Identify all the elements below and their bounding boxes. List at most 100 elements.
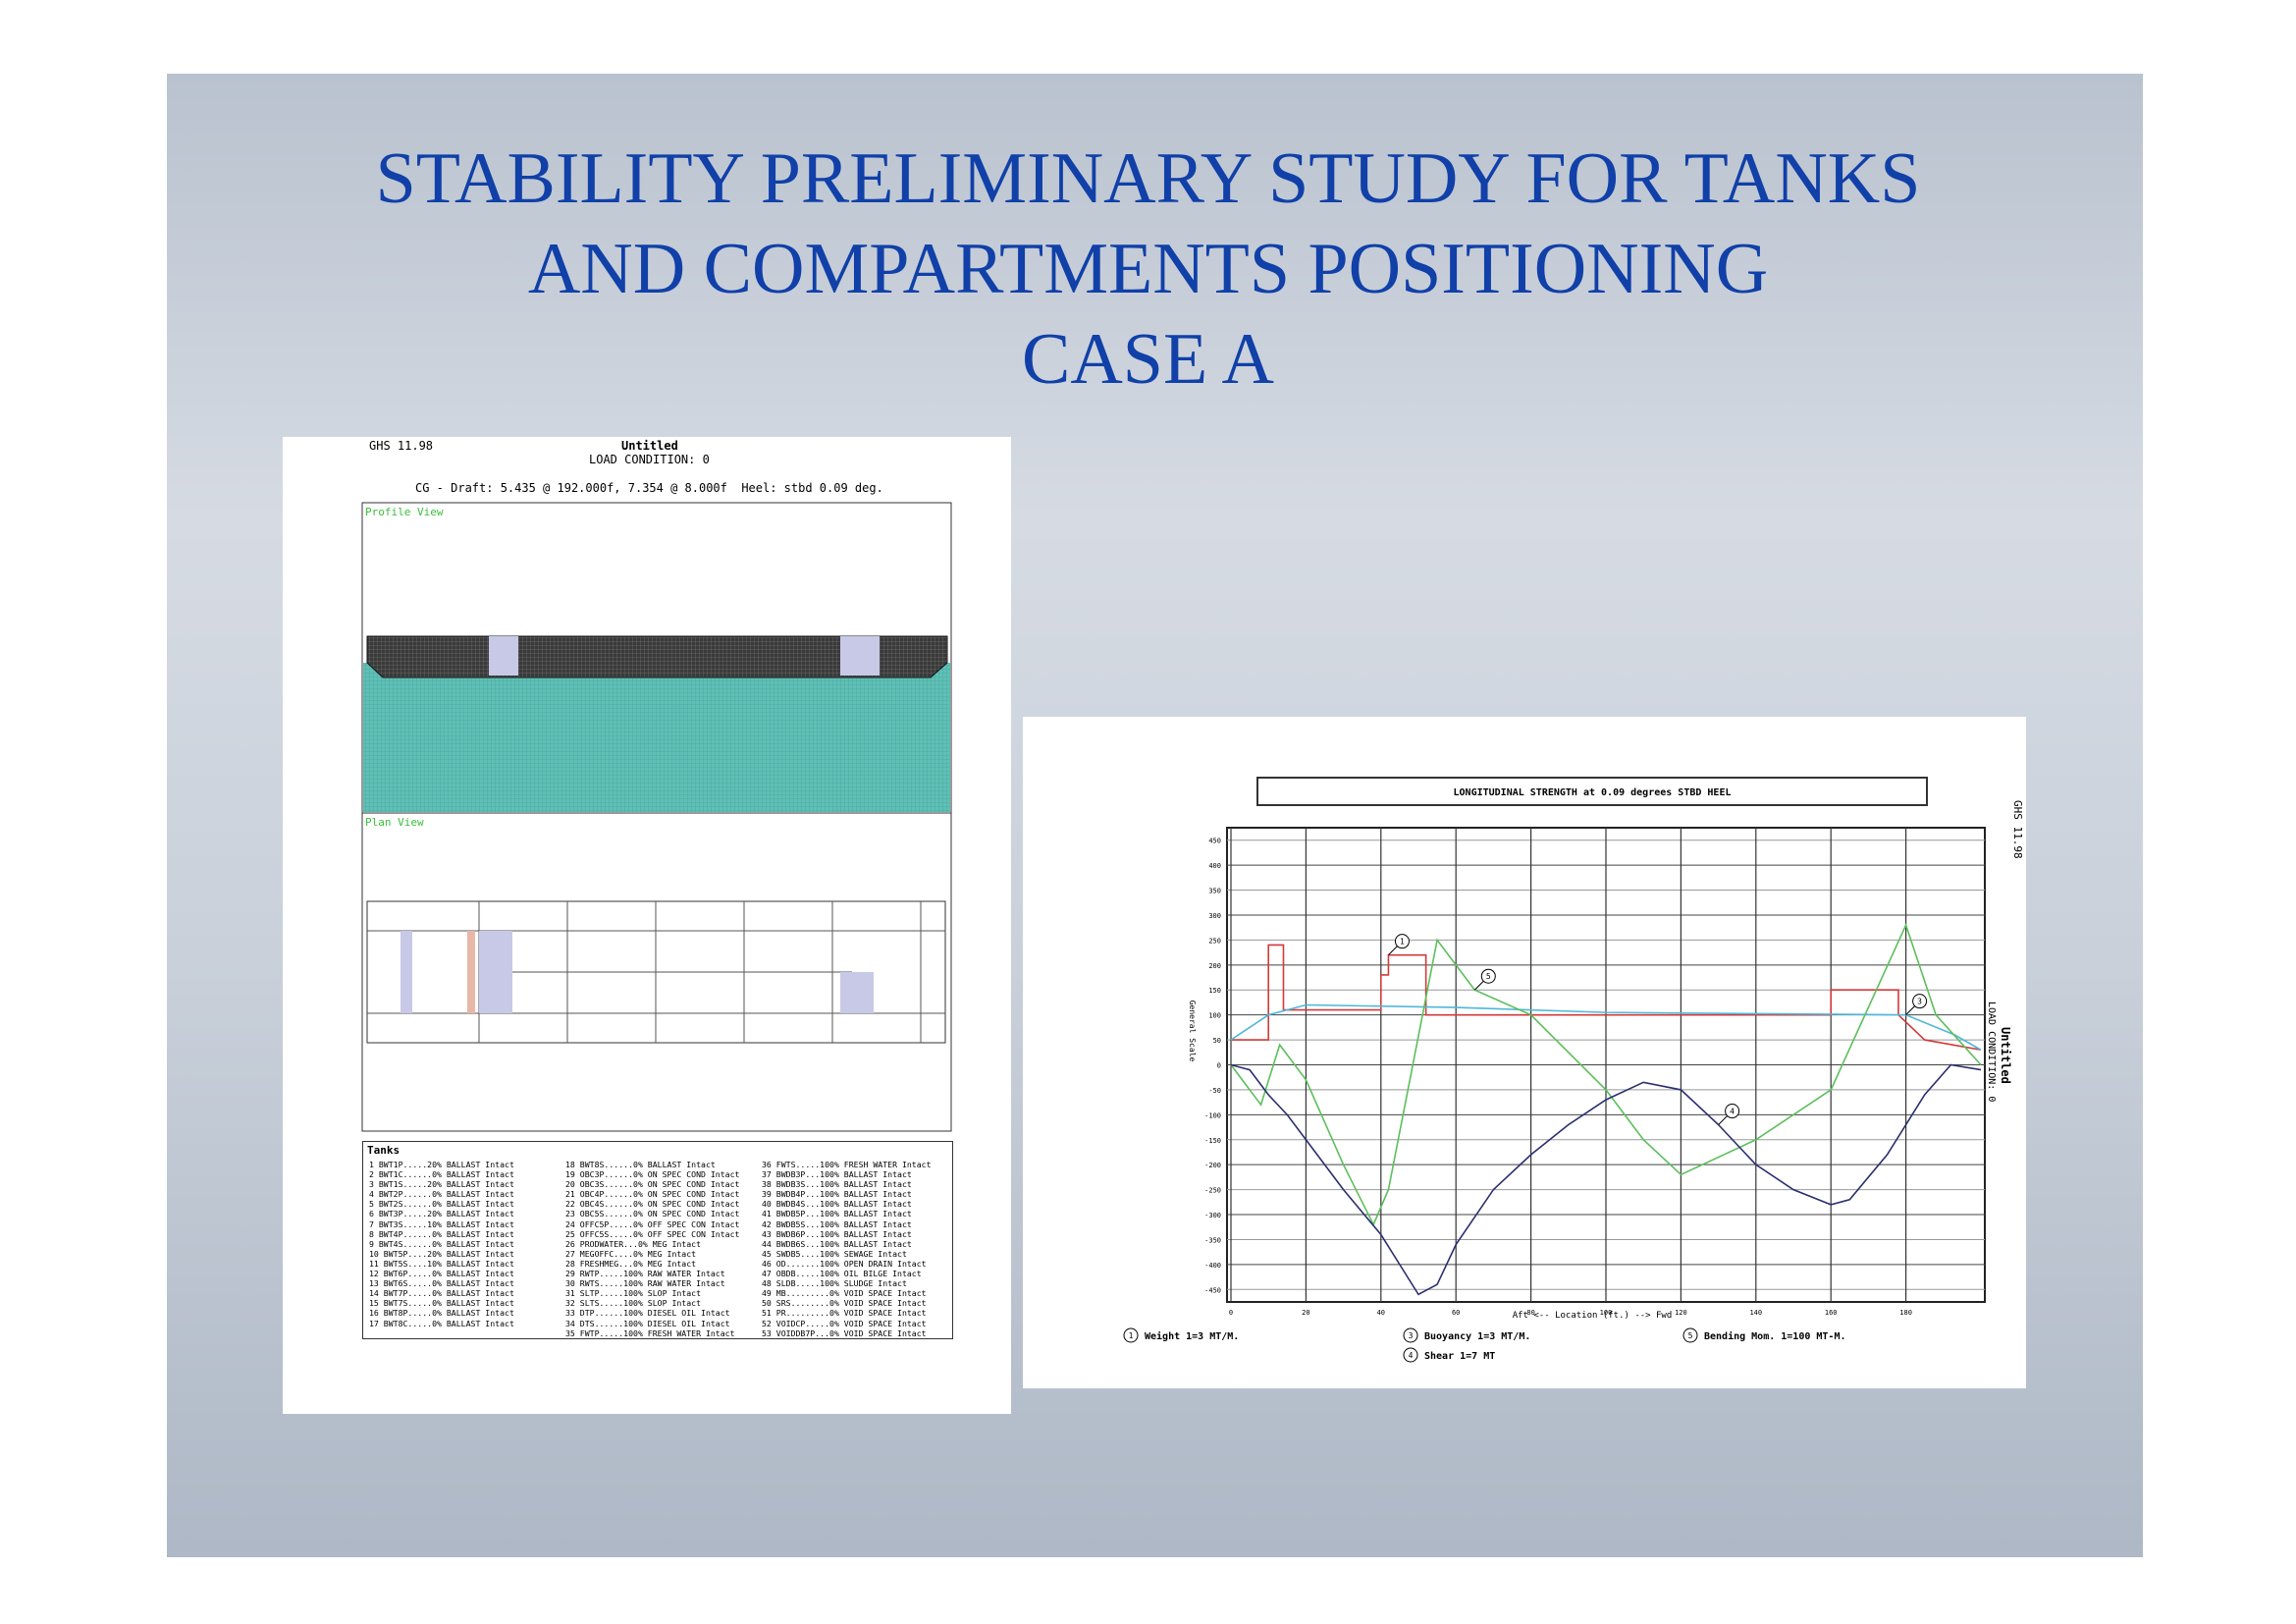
- tank-entry: 41 BWDB5P...100% BALLAST Intact: [762, 1209, 912, 1219]
- tank-entry: 36 FWTS.....100% FRESH WATER Intact: [762, 1160, 932, 1169]
- tank-entry: 25 OFFC5S.....0% OFF SPEC CON Intact: [565, 1228, 740, 1239]
- y-tick-label: -250: [1204, 1187, 1221, 1195]
- y-tick-label: 100: [1208, 1012, 1221, 1020]
- tank-entry: 43 BWDB6P...100% BALLAST Intact: [762, 1228, 912, 1239]
- y-tick-label: 400: [1208, 862, 1221, 870]
- tank-entry: 17 BWT8C.....0% BALLAST Intact: [369, 1318, 514, 1328]
- tank-entry: 28 FRESHMEG...0% MEG Intact: [565, 1258, 697, 1269]
- legend-number: 1: [1129, 1331, 1134, 1340]
- callout-label: 4: [1730, 1108, 1735, 1116]
- x-tick-label: 60: [1452, 1309, 1460, 1317]
- tank-entry: 45 SWDB5....100% SEWAGE Intact: [762, 1248, 907, 1259]
- chart-title-box: [1256, 777, 1928, 806]
- tank-column: 1 BWT1P.....20% BALLAST Intact 2 BWT1C...…: [369, 1160, 514, 1328]
- y-tick-label: 50: [1213, 1037, 1221, 1045]
- tank-entry: 18 BWT8S......0% BALLAST Intact: [565, 1160, 716, 1169]
- tank-entry: 48 SLDB.....100% SLUDGE Intact: [762, 1278, 907, 1289]
- tank-entry: 14 BWT7P.....0% BALLAST Intact: [369, 1288, 514, 1299]
- tank-entry: 49 MB.........0% VOID SPACE Intact: [762, 1288, 927, 1299]
- views: [361, 502, 952, 1132]
- strength-panel: LONGITUDINAL STRENGTH at 0.09 degrees ST…: [1023, 717, 2026, 1388]
- callout-label: 5: [1486, 972, 1491, 981]
- callout-label: 1: [1400, 938, 1405, 947]
- ghs-report-panel: GHS 11.98 Untitled LOAD CONDITION: 0 CG …: [283, 437, 1011, 1414]
- x-tick-label: 100: [1600, 1309, 1613, 1317]
- tank-entry: 2 BWT1C......0% BALLAST Intact: [369, 1169, 514, 1180]
- tank-entry: 24 OFFC5P.....0% OFF SPEC CON Intact: [565, 1218, 740, 1229]
- tank-entry: 21 OBC4P......0% ON SPEC COND Intact: [565, 1189, 740, 1200]
- tank-entry: 23 OBC5S......0% ON SPEC COND Intact: [565, 1209, 740, 1219]
- slide-title: AND COMPARTMENTS POSITIONING: [527, 229, 1769, 309]
- load-condition: LOAD CONDITION: 0: [1986, 1001, 1997, 1102]
- legend-circle: [1682, 1327, 1698, 1343]
- cg-line: CG - Draft: 5.435 @ 192.000f, 7.354 @ 8.…: [415, 481, 883, 495]
- y-tick-label: 450: [1208, 838, 1221, 845]
- legend-circle: [1403, 1327, 1418, 1343]
- legend-number: 5: [1688, 1331, 1693, 1340]
- legend-entry: Bending Mom. 1=100 MT-M.: [1704, 1330, 1846, 1342]
- tank-entry: 40 BWDB4S...100% BALLAST Intact: [762, 1199, 912, 1210]
- tank-column: 36 FWTS.....100% FRESH WATER Intact 37 BW…: [762, 1160, 932, 1338]
- series-line: [1230, 1003, 1982, 1051]
- profile-label: Profile View: [365, 506, 444, 518]
- load-condition: LOAD CONDITION: 0: [589, 453, 710, 466]
- tank-entry: 8 BWT4P......0% BALLAST Intact: [369, 1228, 514, 1239]
- y-tick-label: 150: [1208, 987, 1221, 995]
- y-tick-label: -450: [1204, 1286, 1221, 1294]
- legend-entry: Weight 1=3 MT/M.: [1145, 1330, 1239, 1342]
- tank-entry: 22 OBC4S......0% ON SPEC COND Intact: [565, 1199, 740, 1210]
- tank-entry: 12 BWT6P.....0% BALLAST Intact: [369, 1269, 514, 1279]
- tanks-heading: Tanks: [367, 1144, 400, 1157]
- series-line: [1230, 922, 1982, 1227]
- tank-entry: 27 MEGOFFC....0% MEG Intact: [565, 1248, 697, 1259]
- tank-entry: 20 OBC3S......0% ON SPEC COND Intact: [565, 1179, 740, 1190]
- x-tick-label: 40: [1377, 1309, 1385, 1317]
- strength-chart: LONGITUDINAL STRENGTH at 0.09 degrees ST…: [1123, 777, 2024, 1363]
- tank-entry: 3 BWT1S.....20% BALLAST Intact: [369, 1179, 514, 1190]
- legend-number: 4: [1409, 1351, 1414, 1360]
- tank-entry: 15 BWT7S.....0% BALLAST Intact: [369, 1298, 514, 1309]
- tank-entry: 37 BWDB3P...100% BALLAST Intact: [762, 1169, 912, 1180]
- tank-entry: 10 BWT5P....20% BALLAST Intact: [369, 1248, 514, 1259]
- tank-block: [840, 972, 874, 1013]
- program-label: GHS 11.98: [369, 439, 434, 453]
- callout-circle: [1480, 968, 1496, 984]
- y-tick-label: -150: [1204, 1137, 1221, 1145]
- tank-block: [489, 636, 518, 676]
- y-axis-label: General Scale: [1188, 1001, 1197, 1062]
- tank-entry: 26 PRODWATER...0% MEG Intact: [565, 1238, 702, 1249]
- x-tick-label: 0: [1229, 1309, 1233, 1317]
- tank-entry: 1 BWT1P.....20% BALLAST Intact: [369, 1160, 514, 1169]
- tank-entry: 7 BWT3S.....10% BALLAST Intact: [369, 1218, 514, 1229]
- tank-entry: 33 DTP......100% DIESEL OIL Intact: [565, 1308, 730, 1319]
- tank-entry: 6 BWT3P.....20% BALLAST Intact: [369, 1209, 514, 1219]
- callout-circle: [1725, 1104, 1740, 1119]
- x-tick-label: 140: [1749, 1309, 1762, 1317]
- series-line: [1230, 1063, 1982, 1296]
- tank-entry: 35 FWTP.....100% FRESH WATER Intact: [565, 1327, 735, 1338]
- legend-circle: [1403, 1347, 1418, 1363]
- slide-title: STABILITY PRELIMINARY STUDY FOR TANKS: [375, 138, 1921, 219]
- callout-circle: [1394, 934, 1410, 949]
- tank-entry: 51 PR.........0% VOID SPACE Intact: [762, 1308, 927, 1319]
- tank-entry: 9 BWT4S......0% BALLAST Intact: [369, 1238, 514, 1249]
- tank-entry: 53 VOIDDB7P...0% VOID SPACE Intact: [762, 1327, 927, 1338]
- tank-entry: 34 DTS......100% DIESEL OIL Intact: [565, 1318, 730, 1328]
- y-tick-label: -200: [1204, 1162, 1221, 1169]
- callout-circle: [1912, 994, 1928, 1009]
- y-tick-label: -350: [1204, 1236, 1221, 1244]
- plan-label: Plan View: [365, 816, 424, 829]
- tank-entry: 30 RWTS.....100% RAW WATER Intact: [565, 1278, 725, 1289]
- report-name: Untitled: [621, 439, 678, 453]
- y-tick-label: 0: [1217, 1062, 1221, 1070]
- y-tick-label: 350: [1208, 888, 1221, 895]
- y-tick-label: -400: [1204, 1262, 1221, 1270]
- legend-entry: Shear 1=7 MT: [1424, 1351, 1495, 1362]
- tank-entry: 50 SRS........0% VOID SPACE Intact: [762, 1298, 927, 1309]
- y-tick-label: -100: [1204, 1111, 1221, 1119]
- tank-entry: 31 SLTP.....100% SLOP Intact: [565, 1288, 702, 1299]
- tank-entry: 11 BWT5S....10% BALLAST Intact: [369, 1258, 514, 1269]
- water: [363, 663, 950, 812]
- tank-entry: 42 BWDB5S...100% BALLAST Intact: [762, 1218, 912, 1229]
